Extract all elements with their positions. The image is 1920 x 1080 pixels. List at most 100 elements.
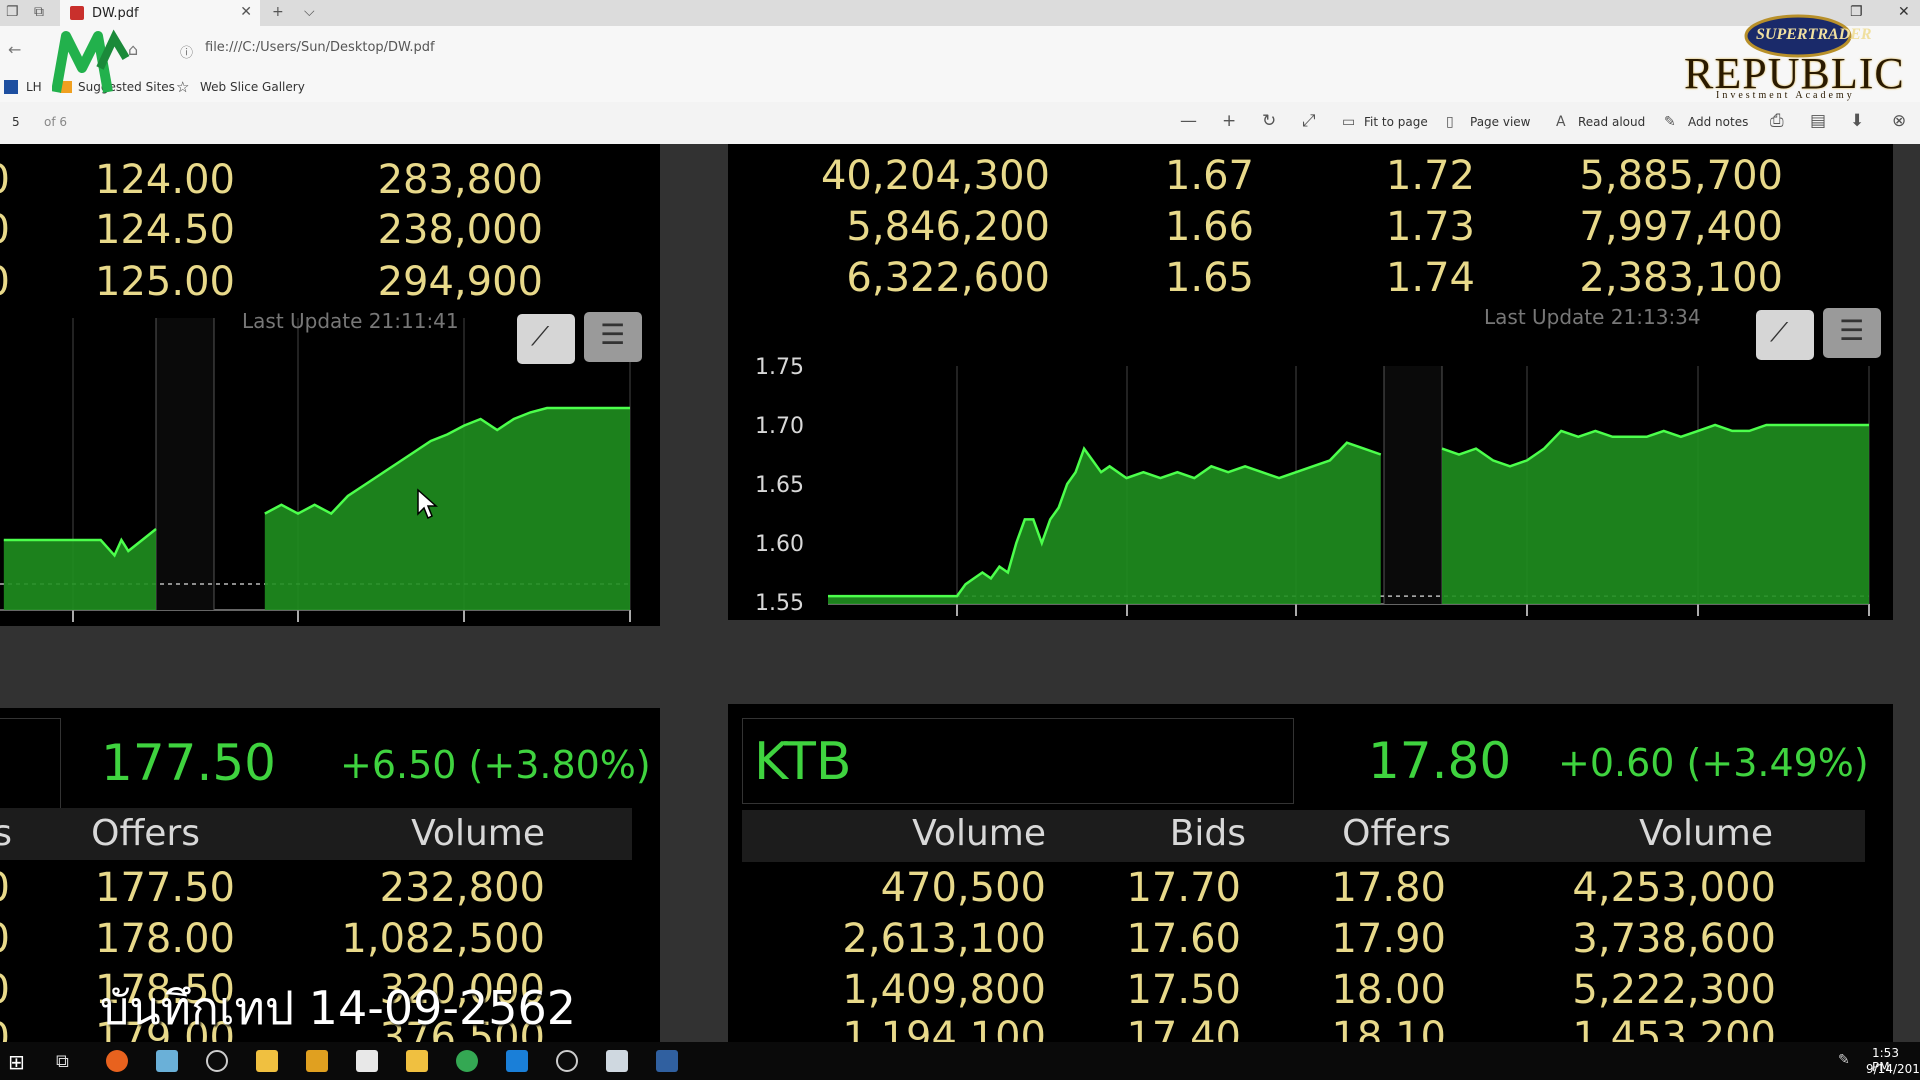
edge-icon[interactable] [506, 1050, 528, 1072]
pdf-icon [70, 6, 84, 20]
save-as-icon[interactable]: ⬇ [1850, 111, 1865, 131]
last-price: 17.80 [1368, 732, 1512, 790]
bid-volume: 1,194,100 [842, 1014, 1046, 1042]
tab-dw-pdf[interactable]: DW.pdf ✕ [60, 0, 260, 26]
bid-volume: 238,000 [377, 207, 543, 253]
chrome-icon[interactable] [456, 1050, 478, 1072]
bid-price: 125.00 [95, 259, 235, 305]
store-icon[interactable] [256, 1050, 278, 1072]
lh-favicon-icon [4, 80, 18, 94]
firefox-icon[interactable] [106, 1050, 128, 1072]
tab-actions-icon[interactable]: ❐ [6, 4, 19, 20]
column-header-bids: Bids [1169, 813, 1246, 854]
close-tab-icon[interactable]: ✕ [240, 4, 252, 20]
chevron-down-icon[interactable]: ⌵ [304, 4, 315, 20]
new-tab-icon[interactable]: + [272, 4, 284, 20]
panel-bottom-right: KTB 17.80 +0.60 (+3.49%) Volume Bids Off… [728, 704, 1893, 1042]
bid-price: 124.50 [95, 207, 235, 253]
table-view-button[interactable]: ☰ [584, 312, 642, 362]
fit-to-page-button[interactable]: Fit to page [1364, 115, 1428, 129]
url-field[interactable]: file:///C:/Users/Sun/Desktop/DW.pdf [205, 40, 435, 55]
lunch-break-gap [1384, 366, 1442, 604]
bid-volume: 1,409,800 [842, 967, 1046, 1013]
app-icon[interactable] [206, 1050, 228, 1072]
save-icon[interactable]: ▤ [1810, 111, 1827, 131]
pin-icon[interactable]: ⊗ [1892, 111, 1907, 131]
offer-price: 17.80 [1331, 865, 1446, 911]
line-chart-icon: ⟋ [1770, 318, 1789, 348]
rotate-icon[interactable]: ↻ [1262, 111, 1277, 131]
set-aside-tabs-icon[interactable]: ⧉ [34, 4, 44, 20]
task-view-icon[interactable]: ⧉ [56, 1051, 69, 1072]
last-update-label: Last Update 21:13:34 [1484, 305, 1701, 329]
line-chart-icon: ⟋ [531, 322, 550, 352]
zoom-in-icon[interactable]: + [1222, 111, 1237, 131]
offer-volume: 1,082,500 [341, 916, 545, 962]
price-line-segment [828, 441, 1382, 598]
logo-line-1: SUPERTRADER [1756, 26, 1872, 43]
column-header: s [0, 813, 12, 854]
notepad-icon[interactable] [156, 1050, 178, 1072]
address-bar: ← ⌂ ⓘ file:///C:/Users/Sun/Desktop/DW.pd… [0, 26, 1920, 72]
restore-window-icon[interactable]: ❐ [1850, 4, 1863, 20]
table-view-button[interactable]: ☰ [1823, 308, 1881, 358]
pdf-page[interactable]: 0 0 0 124.00 283,800 124.50 238,000 125.… [0, 144, 1920, 1042]
clock-time[interactable]: 1:53 PM [1872, 1046, 1899, 1074]
app-icon[interactable] [606, 1050, 628, 1072]
offer-price: 18.10 [1331, 1014, 1446, 1042]
video-subtitle: บันทึกเทป 14-09-2562 [100, 981, 577, 1035]
offer-price: 179.00 [95, 1015, 235, 1042]
favorite-web-slice-gallery[interactable]: Web Slice Gallery [200, 80, 305, 94]
y-tick-label: 1.60 [755, 532, 804, 557]
windows-start-icon[interactable]: ⊞ [8, 1050, 25, 1074]
panel-bottom-left: 177.50 +6.50 (+3.80%) s Offers Volume 0 … [0, 708, 660, 1042]
favorite-lh[interactable]: LH [26, 80, 42, 94]
home-icon[interactable]: ⌂ [128, 40, 139, 59]
bid-price: 17.40 [1126, 1014, 1241, 1042]
read-aloud-button[interactable]: Read aloud [1578, 115, 1646, 129]
symbol: KTB [754, 732, 852, 792]
close-window-icon[interactable]: ✕ [1898, 4, 1910, 20]
symbol-box [0, 718, 61, 810]
bid-price: 17.60 [1126, 916, 1241, 962]
offer-price: 1.74 [1385, 255, 1475, 301]
chart-view-button[interactable]: ⟋ [517, 314, 575, 364]
file-explorer-icon[interactable] [406, 1050, 428, 1072]
app-icon[interactable] [656, 1050, 678, 1072]
offer-price: 177.50 [95, 865, 235, 911]
bid-price: 17.70 [1126, 865, 1241, 911]
logo-line-3: Investment Academy [1716, 90, 1855, 101]
offer-volume: 5,222,300 [1572, 967, 1776, 1013]
mail-icon[interactable] [356, 1050, 378, 1072]
star-icon: ☆ [176, 78, 190, 96]
offer-price: 1.73 [1385, 204, 1475, 250]
clock-date[interactable]: 9/14/2019 [1866, 1062, 1920, 1076]
offer-price: 178.00 [95, 916, 235, 962]
offer-volume: 5,885,700 [1579, 153, 1783, 199]
fullscreen-icon[interactable]: ⤢ [1302, 111, 1316, 131]
page-view-button[interactable]: Page view [1470, 115, 1531, 129]
info-icon: ⓘ [180, 46, 194, 61]
column-header-offers: Offers [91, 813, 200, 854]
folder-icon [60, 81, 72, 93]
republic-logo: SUPERTRADER REPUBLIC Investment Academy [1680, 10, 1920, 102]
maps-icon[interactable] [556, 1050, 578, 1072]
column-header-offers: Offers [1342, 813, 1451, 854]
bid-price: 1.65 [1164, 255, 1254, 301]
zoom-out-icon[interactable]: — [1180, 111, 1197, 131]
back-icon[interactable]: ← [8, 40, 22, 59]
page-view-icon: ▯ [1446, 114, 1454, 130]
print-icon[interactable]: ⎙ [1770, 111, 1784, 131]
price-change: +0.60 (+3.49%) [1558, 741, 1869, 785]
offer-volume: 1,453,200 [1572, 1014, 1776, 1042]
pen-workspace-icon[interactable]: ✎ [1838, 1052, 1850, 1068]
page-number-input[interactable]: 5 [12, 115, 20, 129]
media-player-icon[interactable] [306, 1050, 328, 1072]
chart-view-button[interactable]: ⟋ [1756, 310, 1814, 360]
y-tick-label: 1.75 [755, 355, 804, 380]
price-line-segment [3, 528, 157, 558]
price-line-segment [1441, 423, 1869, 468]
offer-price: 178.50 [95, 967, 235, 1013]
bid-volume: 6,322,600 [846, 255, 1050, 301]
add-notes-button[interactable]: Add notes [1688, 115, 1749, 129]
